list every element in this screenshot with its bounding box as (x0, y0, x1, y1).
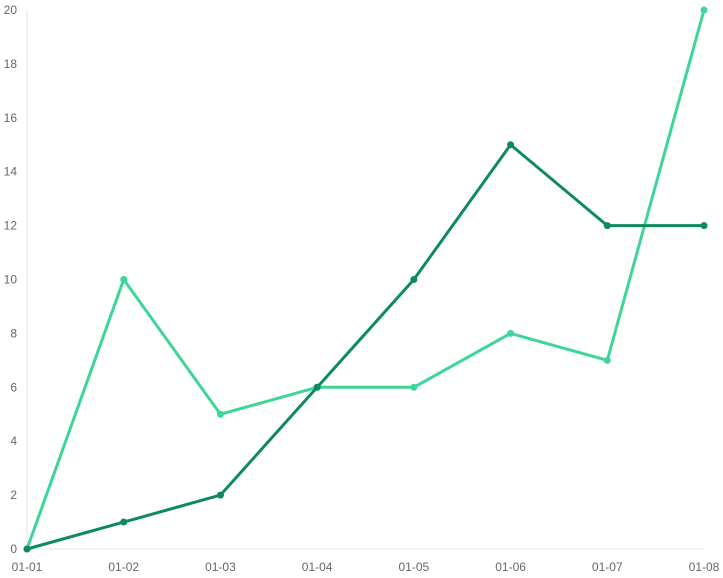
data-point (216, 410, 224, 418)
y-tick-label: 6 (10, 380, 17, 394)
x-tick-label: 01-01 (12, 560, 43, 574)
data-point (507, 141, 515, 149)
y-tick-label: 16 (4, 111, 18, 125)
x-tick-label: 01-04 (302, 560, 333, 574)
data-point (603, 222, 611, 230)
series-group (23, 6, 708, 553)
y-tick-label: 2 (10, 488, 17, 502)
y-tick-label: 0 (10, 542, 17, 556)
series-line-2 (25, 143, 706, 551)
data-point (507, 329, 515, 337)
data-point (313, 383, 321, 391)
y-tick-label: 8 (10, 326, 17, 340)
y-tick-label: 18 (4, 57, 18, 71)
y-tick-label: 12 (4, 219, 18, 233)
data-point (700, 222, 708, 230)
y-tick-label: 14 (4, 165, 18, 179)
data-point (410, 383, 418, 391)
x-tick-label: 01-08 (689, 560, 720, 574)
series-line-1 (25, 8, 706, 551)
tick-labels: 0 2 4 6 8 10 12 14 16 18 20 01-01 01-02 01-03 01-04 01-… (4, 3, 720, 574)
x-tick-label: 01-05 (399, 560, 430, 574)
x-tick-label: 01-06 (495, 560, 526, 574)
data-point (216, 491, 224, 499)
data-point (23, 545, 31, 553)
data-point (410, 276, 418, 283)
x-tick-label: 01-02 (108, 560, 139, 574)
data-point (120, 276, 128, 283)
x-tick-label: 01-07 (592, 560, 623, 574)
y-tick-label: 10 (4, 273, 18, 287)
x-tick-label: 01-03 (205, 560, 236, 574)
axes (26, 10, 704, 550)
data-point (603, 356, 611, 364)
data-point (120, 518, 128, 526)
data-point (700, 6, 708, 14)
y-tick-label: 4 (10, 434, 17, 448)
y-tick-label: 20 (4, 3, 18, 17)
